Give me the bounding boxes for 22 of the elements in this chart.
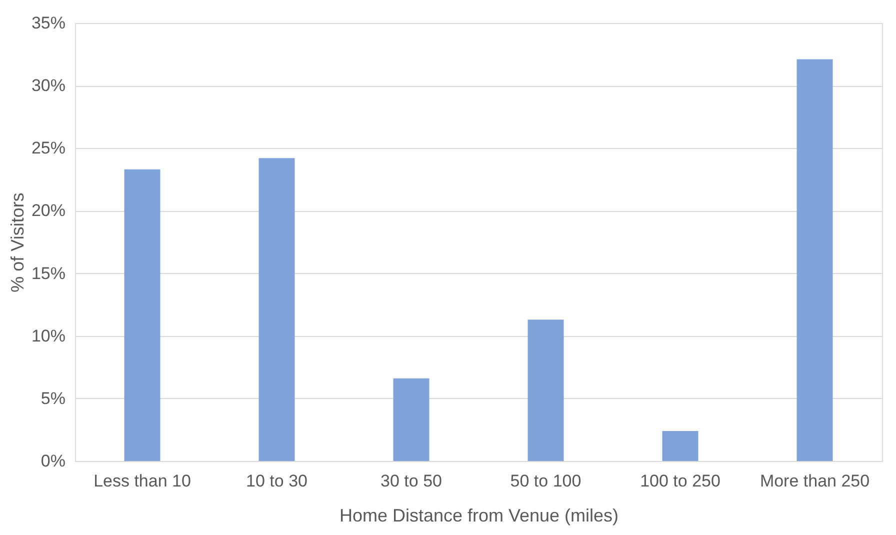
y-tick-label: 10% xyxy=(31,326,66,346)
y-axis-title: % of Visitors xyxy=(7,192,28,292)
bar xyxy=(124,169,160,461)
bar xyxy=(796,59,833,461)
bar xyxy=(528,320,564,461)
x-tick-label: 10 to 30 xyxy=(246,472,308,490)
y-tick-label: 30% xyxy=(31,76,66,96)
y-tick-label: 35% xyxy=(31,14,66,32)
bar xyxy=(258,158,295,461)
y-tick-label: 15% xyxy=(31,264,66,283)
x-tick-label: 30 to 50 xyxy=(380,472,442,490)
y-tick-label: 5% xyxy=(40,388,66,408)
bar xyxy=(393,378,430,461)
y-tick-label: 20% xyxy=(31,201,66,220)
x-tick-label: More than 250 xyxy=(760,472,870,490)
y-tick-label: 25% xyxy=(31,138,66,158)
x-tick-label: 50 to 100 xyxy=(510,472,582,490)
y-tick-label: 0% xyxy=(40,452,66,470)
bar xyxy=(662,430,698,461)
x-axis-title: Home Distance from Venue (miles) xyxy=(339,506,619,526)
x-tick-label: 100 to 250 xyxy=(640,472,720,490)
x-tick-label: Less than 10 xyxy=(94,472,191,490)
